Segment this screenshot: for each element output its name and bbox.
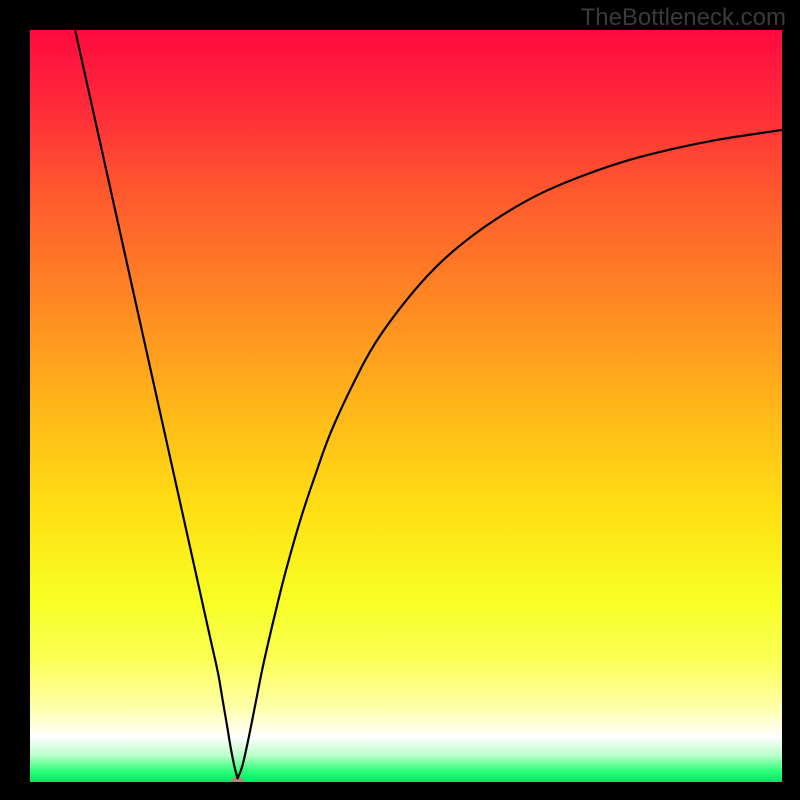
chart-container: TheBottleneck.com (0, 0, 800, 800)
curve-right (238, 130, 782, 778)
plot-area (30, 30, 782, 782)
curve-overlay (30, 30, 782, 782)
watermark-text: TheBottleneck.com (581, 4, 786, 32)
curve-left (75, 30, 237, 778)
